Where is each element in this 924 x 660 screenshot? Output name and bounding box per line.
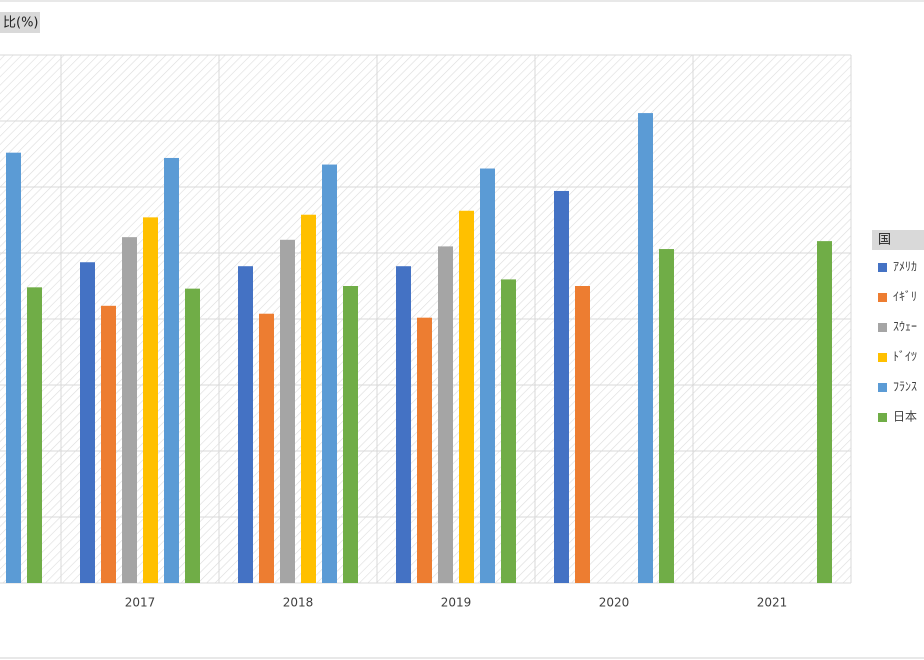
x-tick-label: 2019 xyxy=(441,596,472,610)
legend-label: 日本 xyxy=(893,410,917,424)
legend-label: ｱﾒﾘｶ xyxy=(893,260,917,274)
bar xyxy=(143,217,158,584)
legend-swatch xyxy=(878,353,887,362)
bar xyxy=(438,246,453,583)
bar xyxy=(343,286,358,583)
bar xyxy=(101,305,116,583)
bar xyxy=(638,113,653,583)
x-tick-label: 2018 xyxy=(283,596,314,610)
legend-label: ｲｷﾞﾘ xyxy=(893,290,917,304)
legend-title-box xyxy=(872,230,924,250)
bar xyxy=(164,157,179,583)
bar xyxy=(322,164,337,583)
bar xyxy=(659,249,674,584)
bar xyxy=(554,190,569,583)
bar xyxy=(480,168,495,583)
bar xyxy=(301,214,316,583)
x-tick-label: 2021 xyxy=(757,596,788,610)
bar xyxy=(501,279,516,583)
bar xyxy=(80,262,95,583)
bar xyxy=(122,237,137,583)
legend-swatch xyxy=(878,293,887,302)
bar xyxy=(238,266,253,583)
legend-swatch xyxy=(878,383,887,392)
x-tick-label: 2017 xyxy=(125,596,156,610)
legend-swatch xyxy=(878,263,887,272)
legend-title: 国 xyxy=(878,233,891,248)
bar xyxy=(417,317,432,583)
bar xyxy=(259,313,274,583)
chart-title: 比(%) xyxy=(3,16,39,31)
legend-label: ﾄﾞｲﾂ xyxy=(893,350,917,364)
bar xyxy=(185,288,200,583)
bar xyxy=(280,239,295,584)
legend-label: ﾌﾗﾝｽ xyxy=(893,380,917,394)
legend-swatch xyxy=(878,413,887,422)
bar xyxy=(575,286,590,583)
bar xyxy=(6,152,21,583)
title-box xyxy=(0,12,40,33)
bar xyxy=(817,241,832,583)
bar xyxy=(459,210,474,583)
bar xyxy=(396,266,411,583)
legend-swatch xyxy=(878,323,887,332)
x-tick-label: 2020 xyxy=(599,596,630,610)
legend-label: ｽｳｪｰ xyxy=(893,320,917,334)
bar xyxy=(27,287,42,583)
